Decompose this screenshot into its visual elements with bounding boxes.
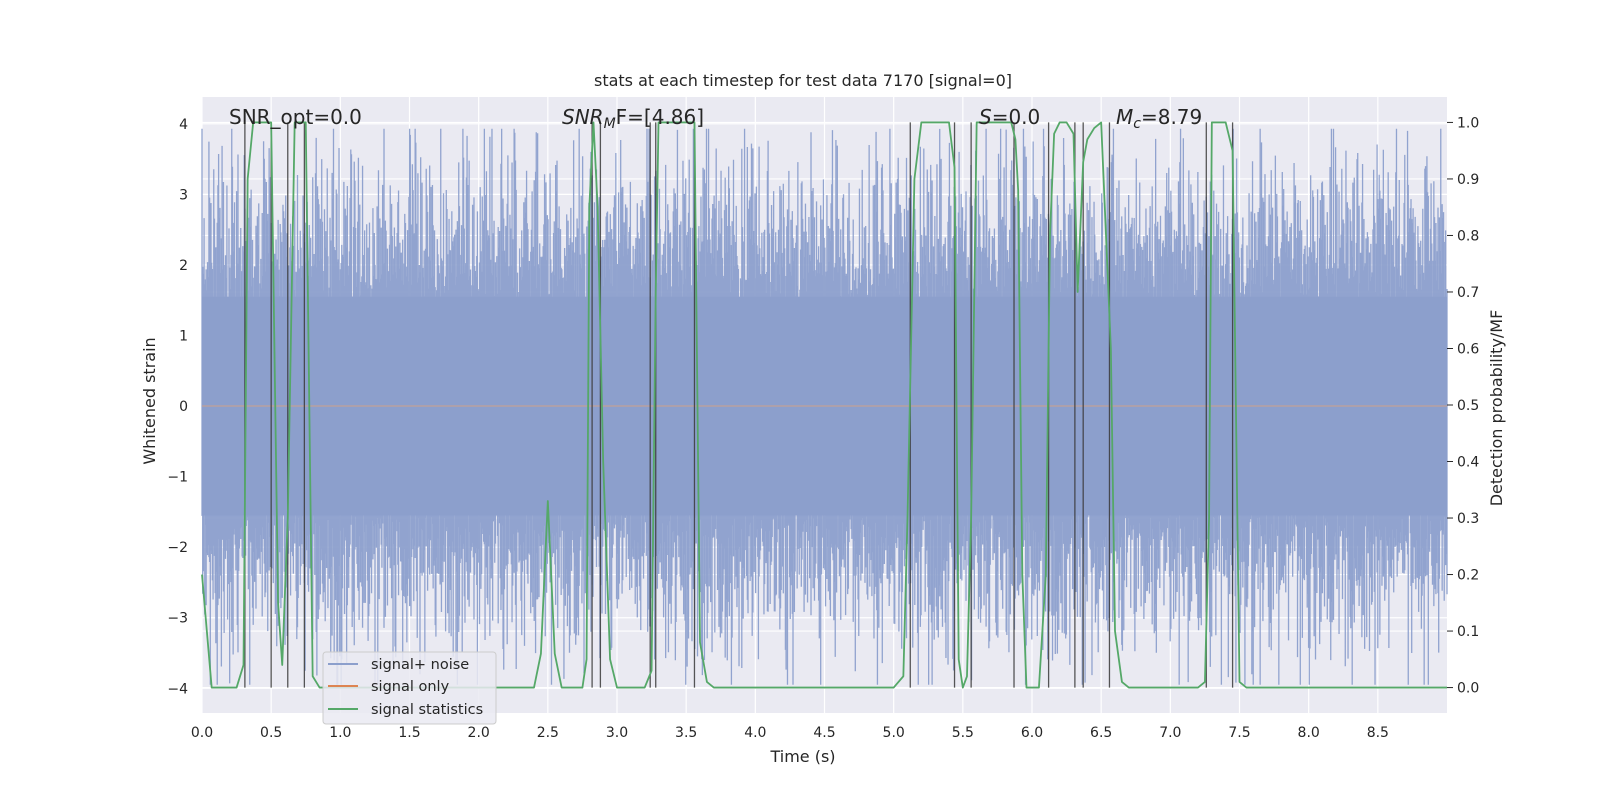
x-tick-label: 3.0 [606, 725, 628, 741]
signal-statistics-series [201, 121, 1447, 689]
annotation-snr-mf-base: SNR [562, 105, 604, 129]
annotation-s: S=0.0 [979, 105, 1040, 129]
x-tick-label: 7.0 [1159, 725, 1181, 741]
y-tick-label-left: −4 [167, 681, 188, 697]
y-axis-right: 0.0 0.1 0.2 0.3 0.4 0.5 0.6 0.7 0.8 0.9 1.0 [1447, 115, 1479, 697]
chart-title: stats at each timestep for test data 717… [594, 71, 1012, 90]
y-tick-label-left: −1 [167, 470, 188, 486]
y-tick-label-right: 0.4 [1457, 455, 1479, 471]
y-tick-label-right: 0.2 [1457, 568, 1479, 584]
x-tick-label: 8.0 [1298, 725, 1320, 741]
y-tick-label-right: 0.7 [1457, 285, 1479, 301]
y-tick-label-right: 0.9 [1457, 172, 1479, 188]
annotation-snr-mf: SNRMF=[4.86] [562, 105, 704, 132]
y-tick-label-left: 1 [179, 328, 188, 344]
x-tick-label: 2.5 [537, 725, 559, 741]
x-tick-label: 5.0 [883, 725, 905, 741]
y-tick-label-right: 0.5 [1457, 398, 1479, 414]
x-tick-label: 2.0 [468, 725, 490, 741]
x-tick-label: 1.5 [398, 725, 420, 741]
x-tick-label: 8.5 [1367, 725, 1389, 741]
x-tick-label: 3.5 [675, 725, 697, 741]
annotation-mc-sub: c [1133, 116, 1141, 132]
annotation-snr-opt: SNR_opt=0.0 [229, 105, 362, 129]
annotation-mc-value: =8.79 [1141, 105, 1202, 129]
y-tick-label-left: 2 [179, 258, 188, 274]
legend-label-statistics: signal statistics [371, 702, 483, 718]
annotation-mc-base: M [1116, 105, 1133, 129]
legend: signal+ noise signal only signal statist… [322, 651, 497, 725]
y-tick-label-left: 0 [179, 399, 188, 415]
annotation-snr-mf-sub: M [604, 116, 616, 132]
x-axis-label: Time (s) [769, 747, 835, 766]
x-tick-label: 7.5 [1228, 725, 1250, 741]
x-tick-label: 0.0 [191, 725, 213, 741]
y-axis-left: −4 −3 −2 −1 0 1 2 3 4 [167, 117, 188, 697]
y-tick-label-right: 0.8 [1457, 228, 1479, 244]
x-tick-label: 4.0 [744, 725, 766, 741]
y-tick-label-right: 1.0 [1457, 115, 1479, 131]
y-tick-label-right: 0.1 [1457, 624, 1479, 640]
x-axis: 0.0 0.5 1.0 1.5 2.0 2.5 3.0 3.5 4.0 4.5 5.0 5.5 6.0 6… [191, 725, 1389, 741]
y-tick-label-left: −3 [167, 611, 188, 627]
legend-box [322, 651, 497, 725]
y-tick-label-right: 0.3 [1457, 511, 1479, 527]
x-tick-label: 1.0 [329, 725, 351, 741]
x-tick-label: 5.5 [952, 725, 974, 741]
y-tick-label-right: 0.0 [1457, 681, 1479, 697]
x-tick-label: 4.5 [813, 725, 835, 741]
y-tick-label-left: 3 [179, 187, 188, 203]
annotation-s-italic: S [979, 105, 992, 129]
annotation-snr-mf-tail: F=[4.86] [616, 105, 704, 129]
x-tick-label: 0.5 [260, 725, 282, 741]
x-tick-label: 6.5 [1090, 725, 1112, 741]
legend-label-signal-only: signal only [371, 679, 450, 695]
y-tick-label-left: 4 [179, 117, 188, 133]
x-tick-label: 6.0 [1021, 725, 1043, 741]
y-tick-label-right: 0.6 [1457, 341, 1479, 357]
y-tick-label-left: −2 [167, 540, 188, 556]
y-axis-left-label: Whitened strain [140, 337, 159, 464]
y-axis-right-label: Detection probability/MF [1487, 310, 1506, 507]
legend-label-noise: signal+ noise [371, 657, 469, 673]
annotation-mc: Mc=8.79 [1116, 105, 1202, 132]
annotation-s-value: =0.0 [992, 105, 1041, 129]
trigger-lines [244, 122, 1234, 688]
